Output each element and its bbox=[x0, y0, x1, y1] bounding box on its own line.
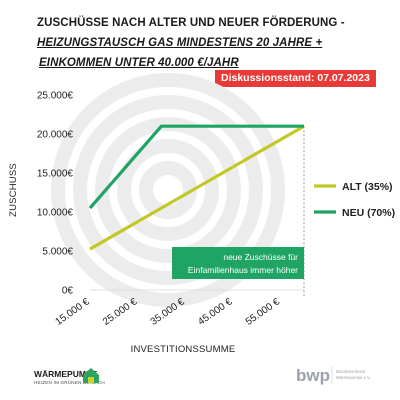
y-tick-label: 0€ bbox=[62, 286, 74, 297]
bwp-logo-sub-2: Wärmepumpe e.V. bbox=[336, 375, 371, 380]
x-tick-label: 15.000 € bbox=[54, 296, 93, 328]
series-line-neu bbox=[88, 124, 304, 210]
background-ring-5 bbox=[51, 73, 285, 307]
annotation-box: neue Zuschüsse für Einfamilienhaus immer… bbox=[172, 247, 304, 279]
house-icon bbox=[83, 368, 99, 383]
y-tick-label: 10.000€ bbox=[37, 208, 74, 219]
title-line-3: EINKOMMEN UNTER 40.000 €/JAHR bbox=[39, 57, 239, 69]
bwp-logo-sub-1: Bundesverband bbox=[336, 369, 366, 374]
title-line-1: ZUSCHÜSSE NACH ALTER UND NEUER FÖRDERUNG… bbox=[37, 17, 345, 29]
background-ring-2 bbox=[117, 139, 219, 241]
title-line-2: HEIZUNGSTAUSCH GAS MINDESTENS 20 JAHRE + bbox=[37, 37, 323, 49]
annotation-line-1: neue Zuschüsse für bbox=[223, 252, 298, 262]
y-tick-label: 15.000€ bbox=[37, 169, 74, 180]
x-tick-label: 25.000 € bbox=[101, 296, 140, 328]
legend-label-neu: NEU (70%) bbox=[342, 207, 395, 219]
bwp-logo: bwp Bundesverband Wärmepumpe e.V. bbox=[296, 366, 371, 385]
discussion-date-badge: Diskussionsstand: 07.07.2023 bbox=[215, 70, 376, 87]
background-spiral-graphic bbox=[51, 73, 285, 307]
y-tick-label: 25.000€ bbox=[37, 91, 74, 102]
background-ring-4 bbox=[73, 95, 263, 285]
y-tick-label: 5.000€ bbox=[42, 247, 73, 258]
legend-label-alt: ALT (35%) bbox=[342, 181, 393, 193]
annotation-line-2: Einfamilienhaus immer höher bbox=[188, 265, 298, 275]
waermepumpe-logo: WÄRMEPUMPE HEIZEN IM GRÜNEN BEREICH bbox=[34, 368, 105, 385]
series-lines bbox=[88, 124, 305, 251]
waermepumpe-logo-title: WÄRMEPUMPE bbox=[34, 369, 98, 379]
annotation-background bbox=[172, 247, 304, 279]
x-tick-label: 55.000 € bbox=[244, 296, 283, 328]
x-axis-title: INVESTITIONSSUMME bbox=[131, 344, 236, 355]
waermepumpe-logo-subtitle: HEIZEN IM GRÜNEN BEREICH bbox=[34, 379, 105, 385]
series-line-alt bbox=[89, 124, 305, 251]
background-ring-3 bbox=[95, 117, 241, 263]
y-axis-ticks: 0€ 5.000€ 10.000€ 15.000€ 20.000€ 25.000€ bbox=[37, 91, 74, 297]
bwp-logo-text: bwp bbox=[296, 366, 330, 385]
legend: ALT (35%) NEU (70%) bbox=[314, 181, 395, 219]
y-axis-title: ZUSCHUSS bbox=[8, 163, 19, 217]
y-tick-label: 20.000€ bbox=[37, 130, 74, 141]
